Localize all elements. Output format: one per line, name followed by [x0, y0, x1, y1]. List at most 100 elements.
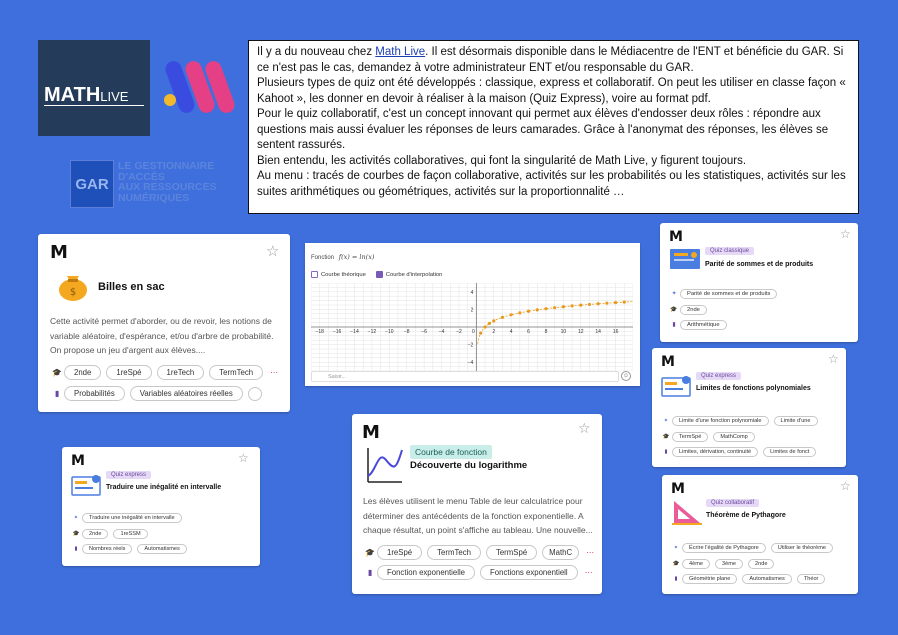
- graph-input-field[interactable]: Saisir...: [311, 371, 619, 382]
- activity-type-badge: Courbe de fonction: [410, 445, 492, 459]
- theme-tag[interactable]: Fonctions exponentiell: [480, 565, 578, 580]
- objective-tags: ✦ Traduire une inégalité en intervalle: [70, 513, 187, 523]
- x-tick-label: 10: [561, 329, 567, 335]
- x-tick-label: 8: [545, 329, 548, 335]
- activity-card-parite[interactable]: M ☆ Quiz classique Parité de sommes et d…: [660, 223, 858, 342]
- book-icon: ▮: [74, 546, 78, 552]
- x-tick-label: 6: [527, 329, 530, 335]
- activity-card-limites[interactable]: M ☆ Quiz express Limites de fonctions po…: [652, 348, 846, 467]
- favorite-star-icon[interactable]: ☆: [578, 421, 591, 437]
- card-title: Parité de sommes et de produits: [705, 261, 814, 268]
- activity-card-billes[interactable]: M ☆ $ Billes en sac Cette activité perme…: [38, 234, 290, 412]
- theme-tags: ▮ Probabilités Variables aléatoires réel…: [50, 386, 267, 401]
- mathlive-logo: MATHLIVE: [38, 40, 150, 136]
- curve-icon: [367, 448, 403, 483]
- objective-tag[interactable]: Limite d'une: [773, 416, 818, 426]
- x-tick-label: −6: [421, 329, 427, 335]
- objective-tag[interactable]: Utiliser le théorème: [770, 543, 833, 553]
- level-tag[interactable]: 1reSSM: [113, 529, 148, 539]
- favorite-star-icon[interactable]: ☆: [238, 451, 249, 465]
- theme-tag[interactable]: Limites, dérivation, continuité: [672, 447, 759, 457]
- level-tag[interactable]: TermSpé: [672, 432, 709, 442]
- level-tag[interactable]: 1reSpé: [377, 545, 423, 560]
- graph-plot-area[interactable]: −18 −16 −14 −12 −10 −8 −6 −4 −2 0 2 4 6 8 10 12 14 16 4 2 −2…: [311, 283, 633, 371]
- theme-tag[interactable]: [247, 386, 262, 401]
- function-graph-widget[interactable]: Fonction f(x) = ln(x) Courbe théorique C…: [305, 243, 640, 386]
- more-dots-icon[interactable]: ⋯: [270, 368, 278, 377]
- quiz-type-badge: Quiz classique: [705, 247, 755, 255]
- theme-tag[interactable]: Arithmétique: [680, 320, 727, 330]
- x-tick-label: −14: [350, 329, 359, 335]
- favorite-star-icon[interactable]: ☆: [266, 242, 280, 260]
- theme-tag[interactable]: Nombres réels: [82, 544, 133, 554]
- theme-tag[interactable]: Automatismes: [742, 574, 792, 584]
- announcement-paragraph: Il y a du nouveau chez Math Live. Il est…: [257, 45, 850, 76]
- activity-card-logarithme[interactable]: M ☆ Courbe de fonction Découverte du log…: [352, 414, 602, 594]
- level-tag[interactable]: 1reSpé: [106, 365, 152, 380]
- level-tag[interactable]: 2nde: [748, 559, 775, 569]
- data-point: [544, 307, 548, 311]
- level-tag[interactable]: 2nde: [82, 529, 109, 539]
- theoretical-curve-checkbox[interactable]: [311, 271, 318, 278]
- favorite-star-icon[interactable]: ☆: [840, 479, 851, 493]
- book-icon: ▮: [664, 449, 668, 455]
- book-icon: ▮: [367, 568, 373, 577]
- activity-card-inegalite[interactable]: M ☆ Quiz express Traduire une inégalité …: [62, 447, 260, 566]
- money-bag-icon: $: [59, 276, 87, 301]
- book-icon: ▮: [672, 322, 676, 328]
- svg-text:$: $: [70, 287, 76, 298]
- card-title: Traduire une inégalité en intervalle: [106, 484, 222, 491]
- level-tag[interactable]: TermTech: [427, 545, 481, 560]
- favorite-star-icon[interactable]: ☆: [828, 352, 839, 366]
- card-description: Cette activité permet d'aborder, ou de r…: [50, 316, 274, 355]
- y-tick-label: 2: [471, 307, 474, 313]
- announcement-paragraph: Bien entendu, les activités collaborativ…: [257, 154, 747, 167]
- level-tag[interactable]: MathComp: [713, 432, 755, 442]
- objective-tag[interactable]: Limite d'une fonction polynomiale: [672, 416, 769, 426]
- data-point: [500, 315, 505, 319]
- theme-tag[interactable]: Géométrie plane: [682, 574, 738, 584]
- level-tag[interactable]: 1reTech: [156, 365, 205, 380]
- level-tag[interactable]: 2nde: [64, 365, 102, 380]
- theme-tag[interactable]: Probabilités: [64, 386, 125, 401]
- theme-tag[interactable]: Automatismes: [137, 544, 187, 554]
- smiley-icon[interactable]: ☺: [621, 371, 631, 381]
- objective-tag[interactable]: Écrire l'égalité de Pythagore: [682, 543, 766, 553]
- quiz-board-icon: [71, 475, 101, 496]
- sparkle-icon: ✦: [663, 418, 669, 424]
- more-dots-icon[interactable]: ⋯: [586, 548, 594, 557]
- data-point: [596, 302, 600, 306]
- graduation-cap-icon: 🎓: [72, 531, 80, 537]
- theme-tag[interactable]: Limites de fonct: [763, 447, 817, 457]
- level-tag[interactable]: 4ème: [682, 559, 710, 569]
- x-tick-label: 16: [613, 329, 619, 335]
- objective-tag[interactable]: Parité de sommes et de produits: [680, 289, 778, 299]
- favorite-star-icon[interactable]: ☆: [840, 227, 851, 241]
- level-tag[interactable]: MathC: [542, 545, 580, 560]
- interpolation-curve-checkbox[interactable]: [375, 271, 383, 278]
- x-tick-label: 2: [492, 329, 495, 335]
- data-point: [561, 305, 565, 309]
- mathlive-link[interactable]: Math Live: [375, 46, 426, 58]
- quiz-board-icon: [661, 376, 691, 397]
- sparkle-icon: ✦: [673, 545, 679, 551]
- sparkle-icon: ✦: [671, 291, 677, 297]
- data-point: [509, 313, 513, 317]
- level-tag[interactable]: 2nde: [680, 305, 707, 315]
- level-tag[interactable]: TermTech: [209, 365, 264, 380]
- m-logo-icon: [164, 61, 235, 113]
- x-tick-label: −10: [385, 329, 394, 335]
- theme-tag[interactable]: Théor: [796, 574, 826, 584]
- book-icon: ▮: [54, 389, 60, 398]
- gar-logo-line: D'ACCÈS: [118, 170, 165, 183]
- objective-tag[interactable]: Traduire une inégalité en intervalle: [82, 513, 182, 523]
- level-tag[interactable]: 3ème: [715, 559, 743, 569]
- theme-tag[interactable]: Fonction exponentielle: [377, 565, 476, 580]
- card-title: Billes en sac: [98, 281, 165, 293]
- data-point: [483, 325, 487, 329]
- theme-tag[interactable]: Variables aléatoires réelles: [129, 386, 243, 401]
- x-tick-label: −16: [333, 329, 342, 335]
- level-tag[interactable]: TermSpé: [485, 545, 538, 560]
- activity-card-pythagore[interactable]: M ☆ Quiz collaboratif Théorème de Pythag…: [662, 475, 858, 594]
- more-dots-icon[interactable]: ⋯: [584, 568, 593, 577]
